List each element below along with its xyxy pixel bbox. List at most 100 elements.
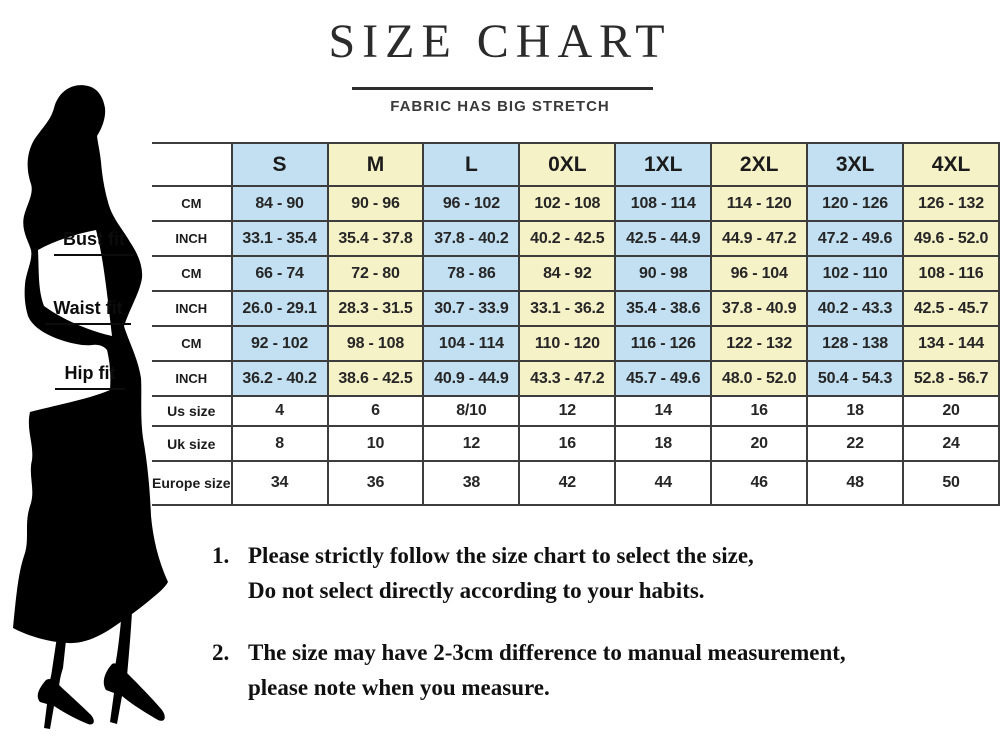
- size-column-header: 0XL: [518, 142, 617, 187]
- note-item-2: 2. The size may have 2-3cm difference to…: [212, 635, 972, 705]
- size-cell: 122 - 132: [710, 325, 809, 362]
- size-cell: 52.8 - 56.7: [902, 360, 1000, 397]
- size-cell: 50.4 - 54.3: [806, 360, 905, 397]
- size-cell: 28.3 - 31.5: [326, 290, 425, 327]
- size-cell: 8/10: [422, 395, 521, 427]
- size-column-header: S: [230, 142, 329, 187]
- size-cell: 37.8 - 40.9: [710, 290, 809, 327]
- size-system-label: Uk size: [152, 425, 233, 462]
- size-cell: 92 - 102: [230, 325, 329, 362]
- unit-label: CM: [152, 185, 233, 222]
- table-row: Us size 4 6 8/10 12 14 16 18 20: [152, 395, 1000, 427]
- size-cell: 38.6 - 42.5: [326, 360, 425, 397]
- size-cell: 45.7 - 49.6: [614, 360, 713, 397]
- size-cell: 4: [230, 395, 329, 427]
- table-row: Uk size 8 10 12 16 18 20 22 24: [152, 425, 1000, 462]
- size-cell: 90 - 96: [326, 185, 425, 222]
- size-system-label: Europe size: [152, 460, 233, 506]
- size-header-row: S M L 0XL 1XL 2XL 3XL 4XL: [152, 142, 1000, 187]
- note-line: The size may have 2-3cm difference to ma…: [248, 640, 846, 665]
- note-number: 1.: [212, 543, 230, 568]
- size-cell: 18: [614, 425, 713, 462]
- size-cell: 34: [230, 460, 329, 506]
- size-cell: 84 - 92: [518, 255, 617, 292]
- unit-label: INCH: [152, 360, 233, 397]
- size-cell: 46: [710, 460, 809, 506]
- size-column-header: 4XL: [902, 142, 1000, 187]
- size-cell: 36: [326, 460, 425, 506]
- size-cell: 72 - 80: [326, 255, 425, 292]
- note-text: Please strictly follow the size chart to…: [248, 538, 754, 608]
- size-cell: 33.1 - 35.4: [230, 220, 329, 257]
- table-row: INCH 36.2 - 40.2 38.6 - 42.5 40.9 - 44.9 43.…: [152, 360, 1000, 397]
- table-row: INCH 26.0 - 29.1 28.3 - 31.5 30.7 - 33.9 33.…: [152, 290, 1000, 327]
- size-cell: 42.5 - 44.9: [614, 220, 713, 257]
- page-title: SIZE CHART: [328, 15, 672, 68]
- table-row: CM 92 - 102 98 - 108 104 - 114 110 - 120 116 …: [152, 325, 1000, 362]
- size-cell: 78 - 86: [422, 255, 521, 292]
- size-cell: 42.5 - 45.7: [902, 290, 1000, 327]
- size-cell: 96 - 102: [422, 185, 521, 222]
- size-column-header: L: [422, 142, 521, 187]
- size-cell: 20: [902, 395, 1000, 427]
- hip-fit-label: Hip fit: [55, 363, 125, 390]
- size-cell: 42: [518, 460, 617, 506]
- size-cell: 114 - 120: [710, 185, 809, 222]
- size-table: S M L 0XL 1XL 2XL 3XL 4XL CM 84 - 90 90 - 96 96 - 1…: [152, 142, 1000, 506]
- note-line: Do not select directly according to your…: [248, 578, 705, 603]
- size-cell: 40.9 - 44.9: [422, 360, 521, 397]
- table-row: INCH 33.1 - 35.4 35.4 - 37.8 37.8 - 40.2 40.…: [152, 220, 1000, 257]
- unit-label: CM: [152, 255, 233, 292]
- size-cell: 26.0 - 29.1: [230, 290, 329, 327]
- size-cell: 12: [422, 425, 521, 462]
- size-cell: 33.1 - 36.2: [518, 290, 617, 327]
- size-cell: 40.2 - 42.5: [518, 220, 617, 257]
- size-cell: 108 - 116: [902, 255, 1000, 292]
- size-cell: 47.2 - 49.6: [806, 220, 905, 257]
- notes-section: 1. Please strictly follow the size chart…: [212, 538, 972, 732]
- size-column-header: M: [326, 142, 425, 187]
- size-cell: 14: [614, 395, 713, 427]
- bust-fit-label: Bust fit: [54, 229, 134, 256]
- note-line: please note when you measure.: [248, 675, 550, 700]
- size-cell: 43.3 - 47.2: [518, 360, 617, 397]
- size-column-header: 1XL: [614, 142, 713, 187]
- note-item-1: 1. Please strictly follow the size chart…: [212, 538, 972, 608]
- size-cell: 35.4 - 38.6: [614, 290, 713, 327]
- size-cell: 126 - 132: [902, 185, 1000, 222]
- waist-fit-label: Waist fit: [45, 298, 131, 325]
- table-body: S M L 0XL 1XL 2XL 3XL 4XL CM 84 - 90 90 - 96 96 - 1…: [152, 142, 1000, 506]
- size-cell: 16: [710, 395, 809, 427]
- size-cell: 48.0 - 52.0: [710, 360, 809, 397]
- size-cell: 35.4 - 37.8: [326, 220, 425, 257]
- size-system-label: Us size: [152, 395, 233, 427]
- size-cell: 30.7 - 33.9: [422, 290, 521, 327]
- size-cell: 102 - 108: [518, 185, 617, 222]
- size-cell: 22: [806, 425, 905, 462]
- size-cell: 134 - 144: [902, 325, 1000, 362]
- title-underline: [352, 87, 653, 90]
- size-cell: 116 - 126: [614, 325, 713, 362]
- size-cell: 8: [230, 425, 329, 462]
- size-cell: 20: [710, 425, 809, 462]
- size-cell: 6: [326, 395, 425, 427]
- size-cell: 48: [806, 460, 905, 506]
- size-cell: 16: [518, 425, 617, 462]
- table-row: CM 66 - 74 72 - 80 78 - 86 84 - 92 90 - 98 96 …: [152, 255, 1000, 292]
- unit-label: INCH: [152, 220, 233, 257]
- size-cell: 36.2 - 40.2: [230, 360, 329, 397]
- size-cell: 37.8 - 40.2: [422, 220, 521, 257]
- size-cell: 98 - 108: [326, 325, 425, 362]
- size-cell: 49.6 - 52.0: [902, 220, 1000, 257]
- size-cell: 102 - 110: [806, 255, 905, 292]
- size-cell: 10: [326, 425, 425, 462]
- size-cell: 24: [902, 425, 1000, 462]
- unit-label: INCH: [152, 290, 233, 327]
- note-text: The size may have 2-3cm difference to ma…: [248, 635, 846, 705]
- table-row: CM 84 - 90 90 - 96 96 - 102 102 - 108 108 - 1…: [152, 185, 1000, 222]
- table-row: Europe size 34 36 38 42 44 46 48 50: [152, 460, 1000, 506]
- size-cell: 84 - 90: [230, 185, 329, 222]
- size-cell: 40.2 - 43.3: [806, 290, 905, 327]
- corner-cell: [152, 142, 233, 187]
- size-cell: 104 - 114: [422, 325, 521, 362]
